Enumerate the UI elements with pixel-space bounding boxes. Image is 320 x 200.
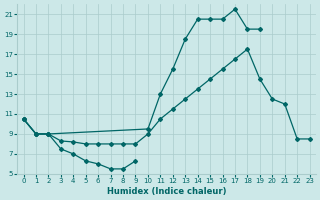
X-axis label: Humidex (Indice chaleur): Humidex (Indice chaleur): [107, 187, 226, 196]
